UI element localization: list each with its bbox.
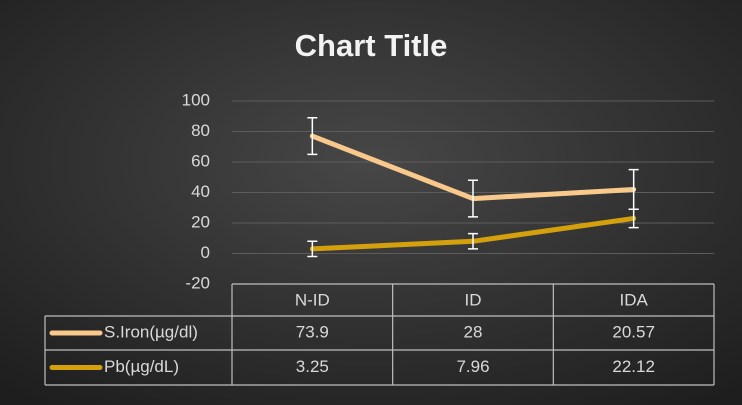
y-tick-label: 80 [191,121,210,140]
y-tick-label: 40 [191,182,210,201]
y-tick-label: 60 [191,151,210,170]
error-bar [307,240,318,258]
table-cell: 28 [464,322,483,341]
y-tick-label: -20 [185,273,210,292]
table-cell: 22.12 [612,357,655,376]
x-tick-label: IDA [619,290,648,309]
y-tick-label: 20 [191,212,210,231]
legend-label: S.Iron(µg/dl) [104,322,198,341]
y-tick-label: 100 [182,90,210,109]
table-cell: 20.57 [612,322,655,341]
error-bar [307,117,318,156]
legend-label: Pb(µg/dL) [104,357,179,376]
table-cell: 73.9 [296,322,329,341]
x-tick-label: N-ID [295,290,330,309]
y-tick-label: 0 [201,243,210,262]
table-cell: 7.96 [456,357,489,376]
error-bar [628,208,639,229]
chart-title: Chart Title [295,28,448,63]
table-cell: 3.25 [296,357,329,376]
error-bar [468,179,478,218]
error-bar [468,232,478,250]
x-tick-label: ID [465,290,482,309]
